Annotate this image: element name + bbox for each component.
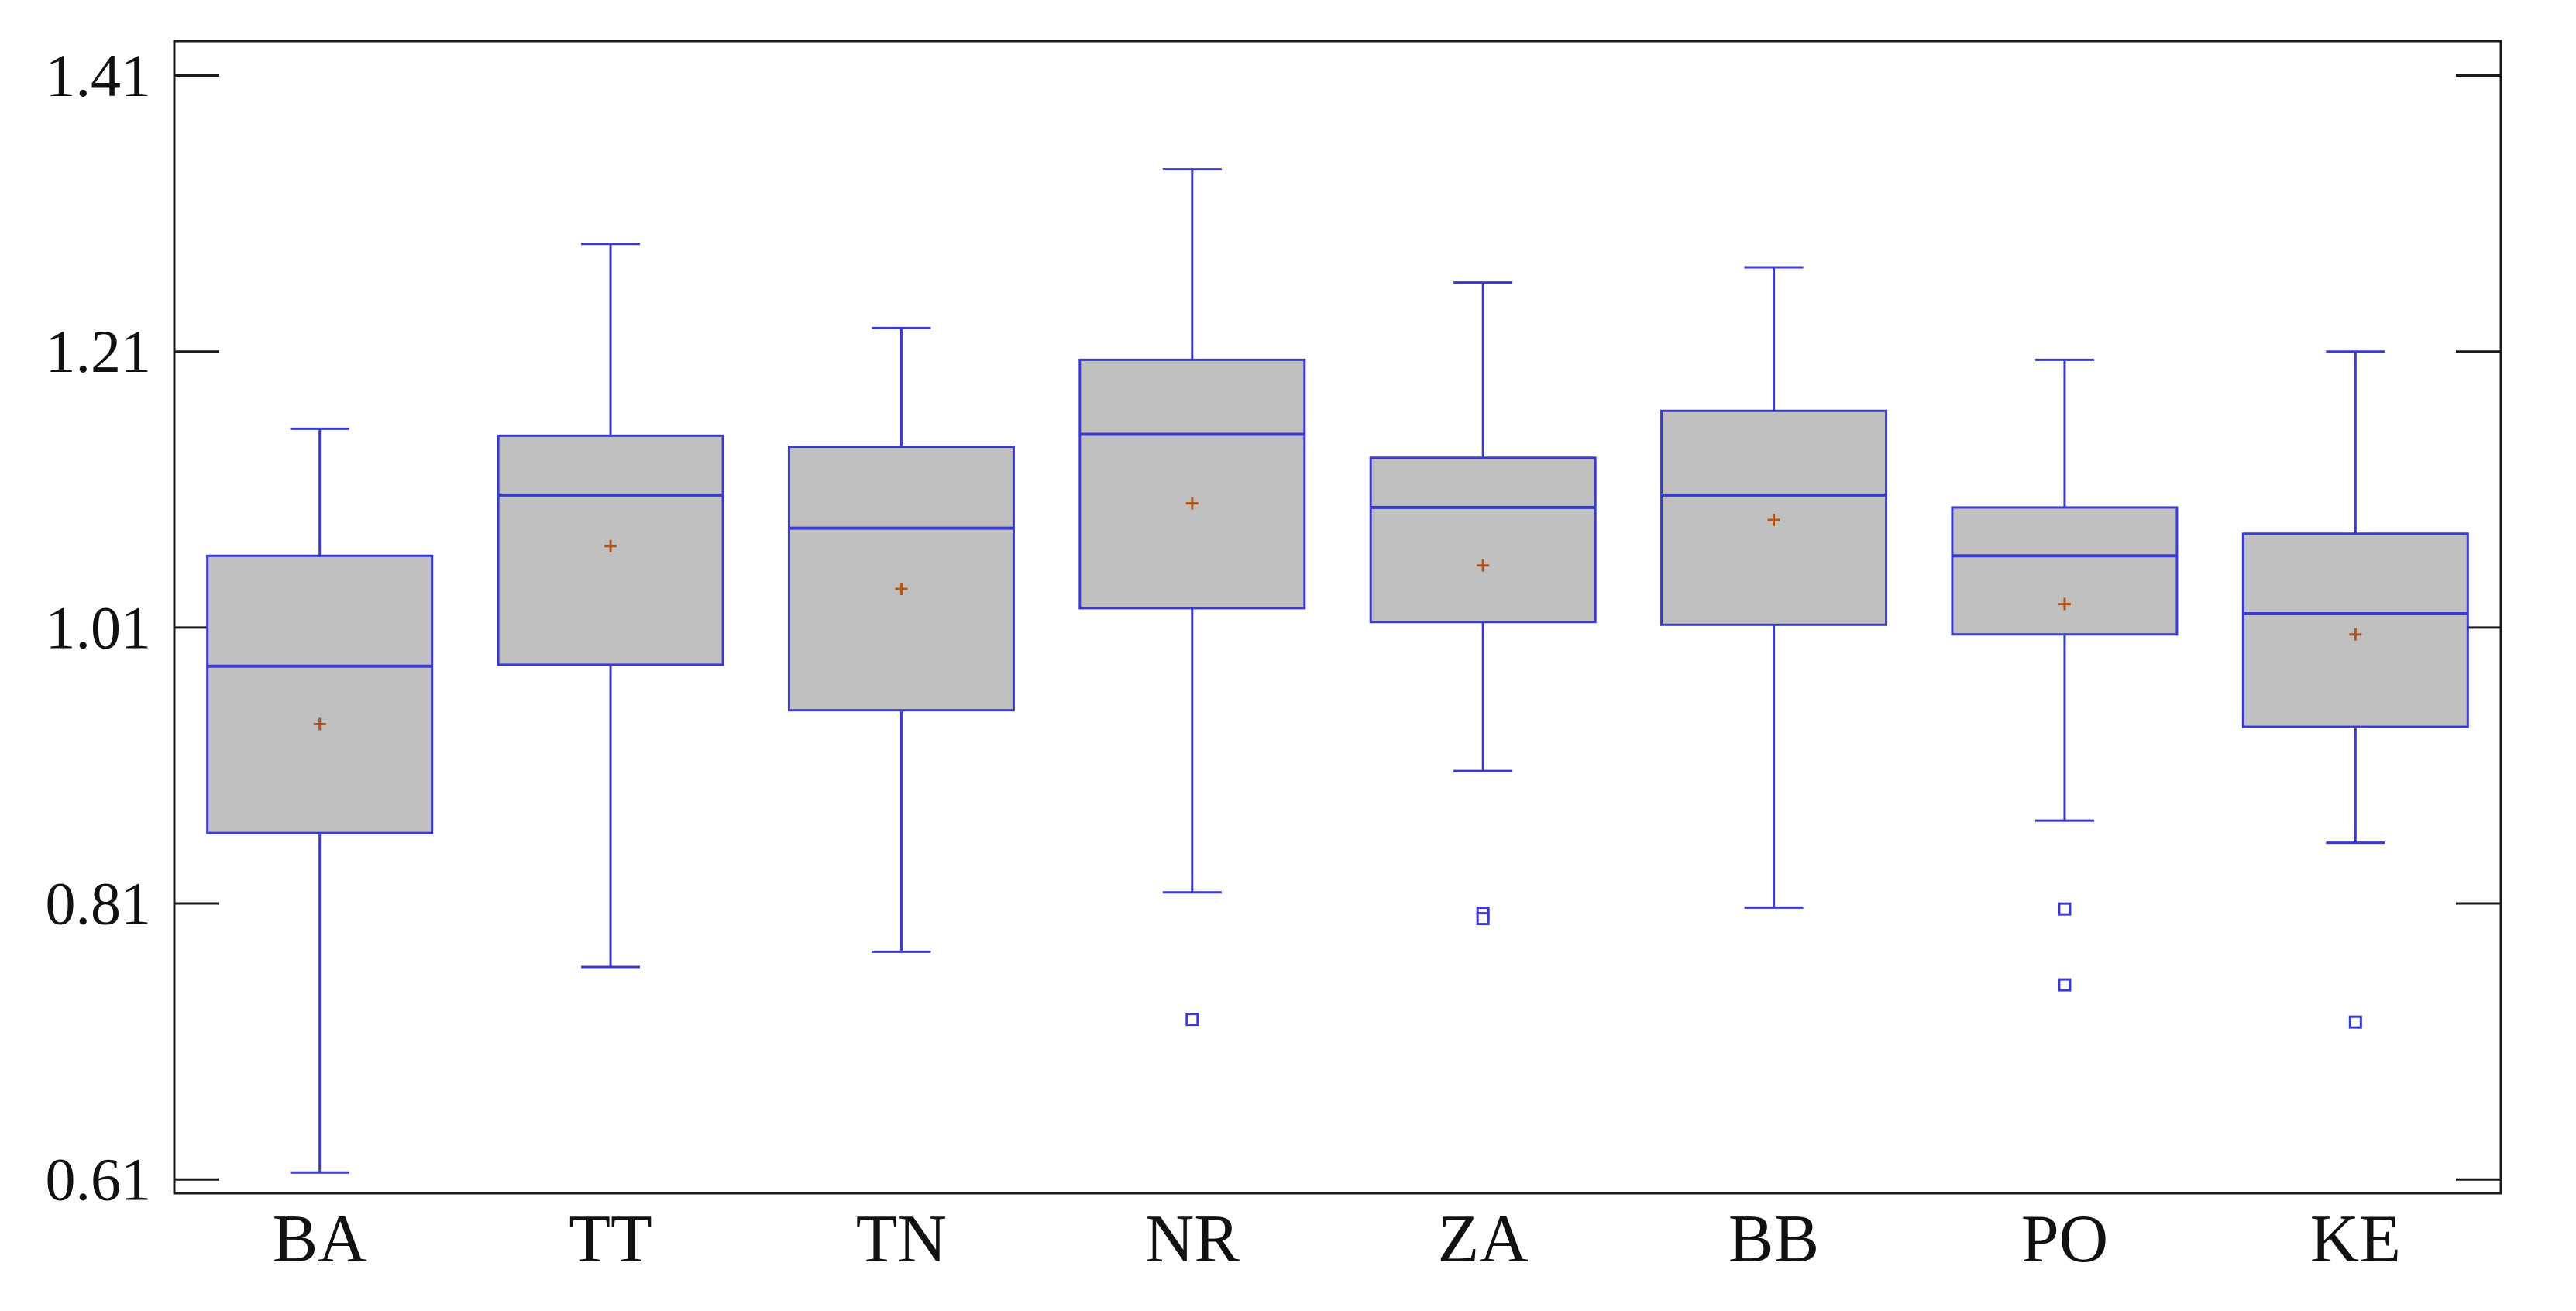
- x-tick-label: TN: [856, 1202, 947, 1277]
- x-tick-label: KE: [2310, 1202, 2401, 1277]
- outlier-point: [1185, 1013, 1199, 1027]
- y-axis: 0.61 0.81 1.01 1.21 1.41: [46, 42, 2502, 1213]
- box-iqr: [206, 554, 434, 834]
- outlier-point: [2348, 1015, 2362, 1029]
- y-tick-label: 1.21: [46, 318, 152, 385]
- box-iqr: [1078, 358, 1306, 610]
- x-tick-label: ZA: [1438, 1202, 1529, 1277]
- y-tick-label: 1.41: [46, 42, 152, 109]
- box-iqr: [787, 446, 1015, 712]
- y-tick-label: 0.61: [46, 1146, 152, 1213]
- box-bb: [1660, 266, 1888, 909]
- box-za: [1369, 281, 1597, 926]
- x-tick-label: PO: [2021, 1202, 2109, 1277]
- x-tick-label: BA: [273, 1202, 367, 1277]
- outlier-point: [2058, 978, 2072, 992]
- box-iqr: [1369, 456, 1597, 624]
- box-ke: [2241, 350, 2469, 1029]
- x-tick-label: BB: [1728, 1202, 1819, 1277]
- box-nr: [1078, 168, 1306, 1027]
- box-iqr: [1660, 409, 1888, 626]
- box-iqr: [2241, 532, 2469, 728]
- y-tick-label: 1.01: [46, 594, 152, 661]
- x-tick-label: TT: [569, 1202, 652, 1277]
- outlier-point: [1476, 912, 1490, 926]
- x-tick-label: NR: [1145, 1202, 1240, 1277]
- plot-frame: [173, 40, 2502, 1195]
- x-axis: BA TT TN NR ZA BB PO KE: [273, 1202, 2401, 1277]
- outlier-point: [2058, 902, 2072, 916]
- box-iqr: [1951, 506, 2179, 636]
- boxes: [206, 168, 2469, 1174]
- plot-border: [173, 40, 2502, 1195]
- box-po: [1951, 358, 2179, 992]
- y-tick-label: 0.81: [46, 870, 152, 938]
- box-tn: [787, 326, 1015, 953]
- box-tt: [497, 243, 724, 969]
- box-ba: [206, 427, 434, 1174]
